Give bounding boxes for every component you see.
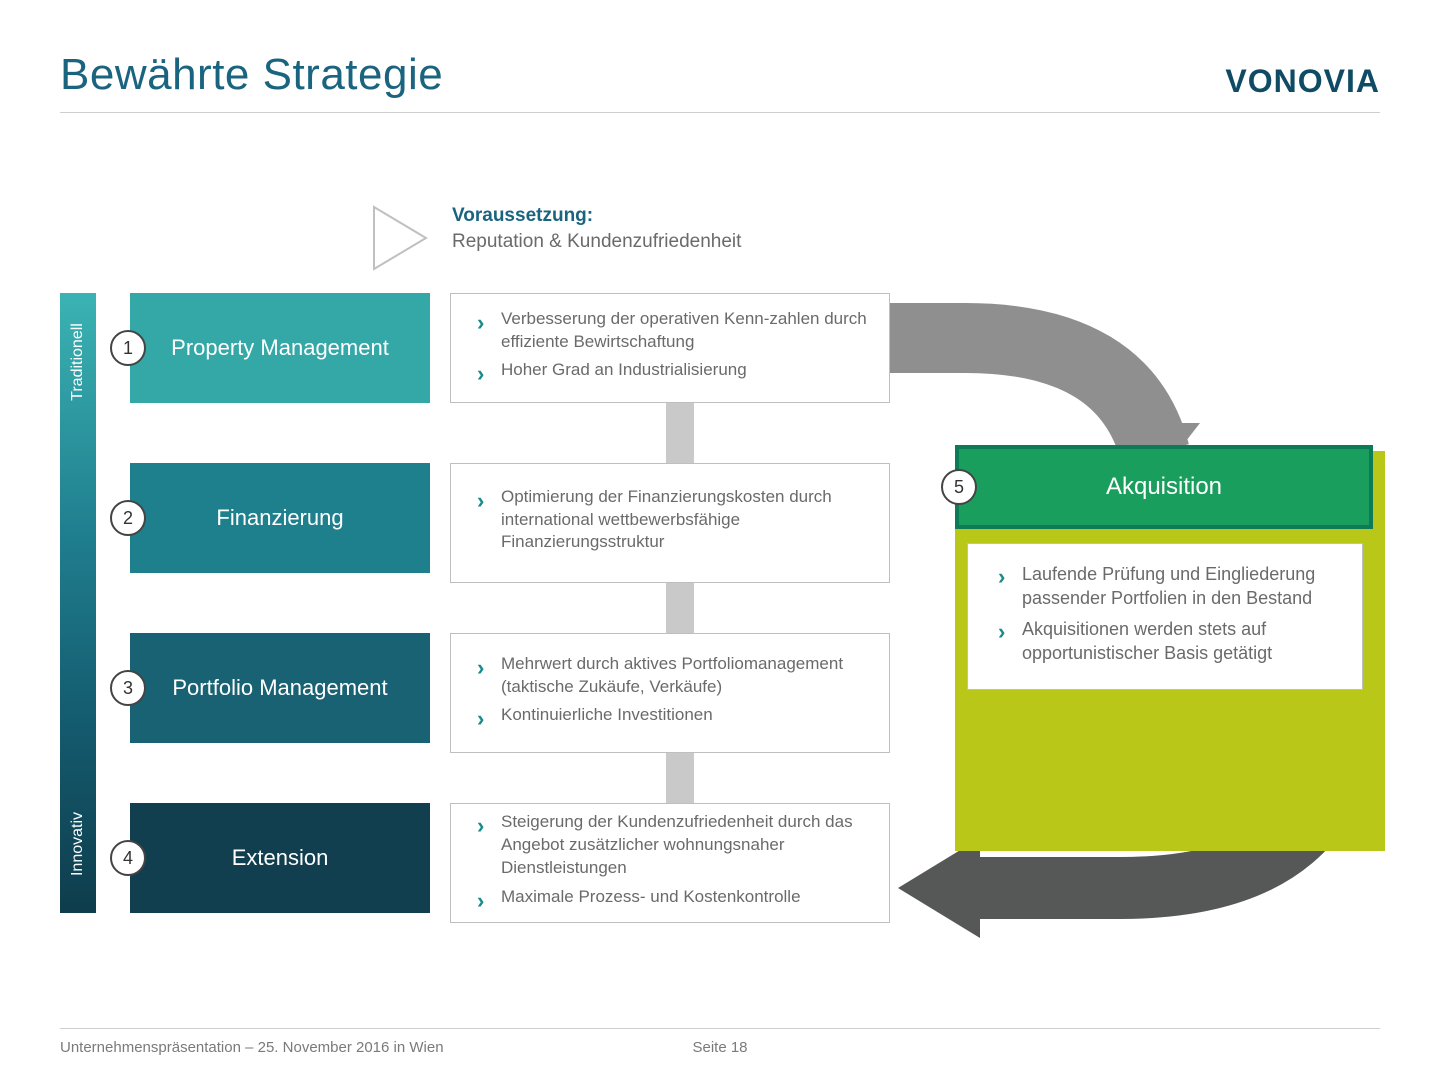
strategy-description-box: Verbesserung der operativen Kenn-zahlen … <box>450 293 890 403</box>
header: Bewährte Strategie VONOVIA <box>60 50 1380 113</box>
acquisition-block: 5 Akquisition Laufende Prüfung und Eingl… <box>955 445 1385 690</box>
acquisition-description: Laufende Prüfung und Eingliederung passe… <box>967 543 1363 690</box>
strategy-description-box: Mehrwert durch aktives Portfoliomanageme… <box>450 633 890 753</box>
strategy-label-text: Property Management <box>171 335 389 361</box>
strategy-number-badge: 1 <box>110 330 146 366</box>
strategy-label-text: Portfolio Management <box>172 675 387 701</box>
play-triangle-icon <box>370 203 430 273</box>
strategy-bullet: Hoher Grad an Industrialisierung <box>487 359 871 382</box>
strategy-label-box: 3Portfolio Management <box>130 633 430 743</box>
footer-left: Unternehmenspräsentation – 25. November … <box>60 1039 444 1056</box>
strategy-label-box: 2Finanzierung <box>130 463 430 573</box>
strategy-bullet: Maximale Prozess- und Kostenkontrolle <box>487 886 871 909</box>
strategy-bullet: Verbesserung der operativen Kenn-zahlen … <box>487 308 871 354</box>
strategy-number-badge: 3 <box>110 670 146 706</box>
vertical-axis: Traditionell Innovativ <box>60 293 96 913</box>
strategy-bullet: Steigerung der Kundenzufriedenheit durch… <box>487 811 871 880</box>
strategy-number-badge: 4 <box>110 840 146 876</box>
footer: Unternehmenspräsentation – 25. November … <box>60 1028 1380 1056</box>
strategy-description-box: Steigerung der Kundenzufriedenheit durch… <box>450 803 890 923</box>
vertical-axis-top-label: Traditionell <box>69 323 87 401</box>
acquisition-bullet: Laufende Prüfung und Eingliederung passe… <box>1008 562 1340 611</box>
strategy-label-text: Finanzierung <box>216 505 343 531</box>
strategy-bullet: Kontinuierliche Investitionen <box>487 704 871 727</box>
strategy-label-box: 1Property Management <box>130 293 430 403</box>
vertical-axis-bottom-label: Innovativ <box>69 812 87 876</box>
brand-logo: VONOVIA <box>1225 63 1380 100</box>
acquisition-bullet: Akquisitionen werden stets auf opportuni… <box>1008 617 1340 666</box>
strategy-label-box: 4Extension <box>130 803 430 913</box>
acquisition-number-badge: 5 <box>941 469 977 505</box>
acquisition-label: Akquisition <box>1106 473 1222 501</box>
strategy-bullet: Optimierung der Finanzierungskosten durc… <box>487 486 871 555</box>
acquisition-header: 5 Akquisition <box>955 445 1373 529</box>
diagram: Voraussetzung: Reputation & Kundenzufrie… <box>60 223 1380 983</box>
prerequisite-text: Voraussetzung: Reputation & Kundenzufrie… <box>452 203 741 254</box>
prerequisite-label: Voraussetzung: <box>452 205 593 226</box>
strategy-number-badge: 2 <box>110 500 146 536</box>
prerequisite-subtext: Reputation & Kundenzufriedenheit <box>452 231 741 252</box>
slide: Bewährte Strategie VONOVIA Voraussetzung… <box>0 0 1440 1080</box>
page-title: Bewährte Strategie <box>60 50 443 100</box>
strategy-label-text: Extension <box>232 845 329 871</box>
footer-page-number: Seite 18 <box>692 1039 747 1056</box>
strategy-bullet: Mehrwert durch aktives Portfoliomanageme… <box>487 653 871 699</box>
strategy-description-box: Optimierung der Finanzierungskosten durc… <box>450 463 890 583</box>
